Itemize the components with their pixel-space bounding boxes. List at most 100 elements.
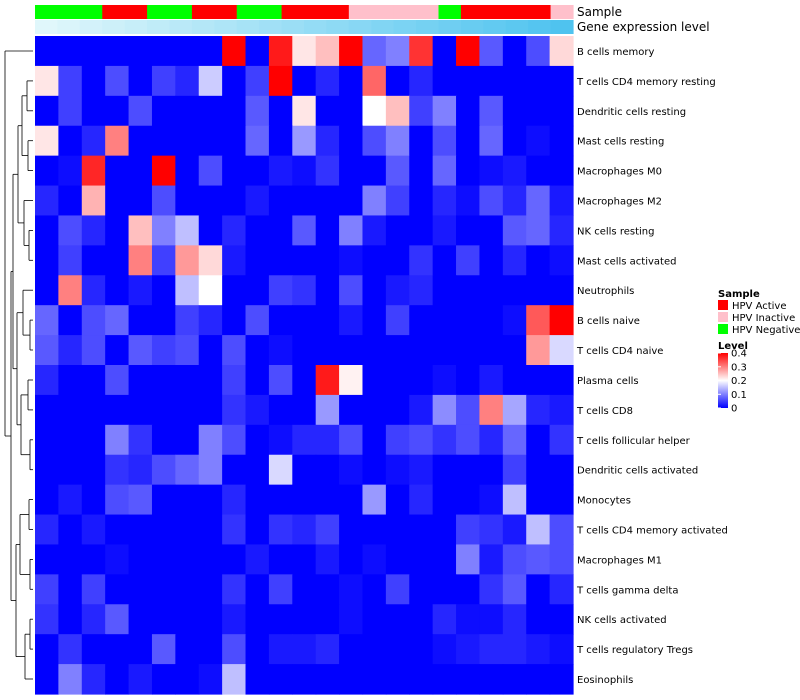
sample-annotation-cell-5 [124, 5, 148, 19]
heatmap-cell-monocytes-20 [479, 484, 504, 516]
heatmap-cell-macrophages-m1-16 [385, 544, 410, 575]
heatmap-cell-b-cells-naive-5 [128, 305, 153, 336]
heatmap-cell-macrophages-m0-13 [315, 155, 340, 187]
colorbar-tick-label: 0.3 [731, 362, 747, 373]
heatmap-cell-neutrophils-10 [245, 275, 270, 306]
heatmap-cell-nk-cells-activated-22 [526, 604, 551, 635]
heatmap-cell-t-cells-regulatory-tregs-20 [479, 634, 504, 665]
heatmap-cell-eosinophils-9 [222, 664, 247, 695]
heatmap-cell-t-cells-regulatory-tregs-18 [432, 634, 457, 665]
heatmap-cell-dendritic-cells-activated-12 [292, 454, 317, 486]
heatmap-cell-dendritic-cells-resting-19 [456, 95, 481, 127]
heatmap-cell-t-cells-gamma-delta-17 [409, 574, 434, 605]
heatmap-cell-t-cells-gamma-delta-15 [362, 574, 387, 605]
heatmap-cell-neutrophils-23 [549, 275, 574, 306]
heatmap-cell-macrophages-m1-6 [151, 544, 176, 575]
heatmap-cell-dendritic-cells-activated-21 [502, 454, 527, 486]
heatmap-cell-dendritic-cells-resting-12 [292, 95, 317, 127]
expression-annotation-cell-6 [147, 20, 171, 34]
row-dendrogram [4, 50, 33, 680]
heatmap-cell-nk-cells-activated-6 [151, 604, 176, 635]
heatmap-cell-t-cells-follicular-helper-4 [105, 424, 130, 456]
heatmap-cell-mast-cells-resting-15 [362, 125, 387, 157]
heatmap-cell-macrophages-m2-4 [105, 185, 130, 217]
heatmap-cell-t-cells-follicular-helper-8 [198, 424, 223, 456]
heatmap-cell-mast-cells-resting-19 [456, 125, 481, 157]
heatmap-cell-t-cells-gamma-delta-5 [128, 574, 153, 605]
heatmap-cell-mast-cells-activated-4 [105, 245, 130, 276]
heatmap-cell-mast-cells-resting-14 [339, 125, 364, 157]
heatmap-cell-mast-cells-activated-21 [502, 245, 527, 276]
heatmap-cell-nk-cells-resting-6 [151, 215, 176, 246]
colorbar-title: Level [718, 341, 748, 352]
heatmap-cell-b-cells-naive-4 [105, 305, 130, 336]
heatmap-cell-t-cells-cd4-memory-resting-19 [456, 65, 481, 97]
heatmap-cell-t-cells-cd4-naive-22 [526, 335, 551, 366]
heatmap-cell-macrophages-m0-10 [245, 155, 270, 187]
heatmap-cell-t-cells-cd8-7 [175, 394, 200, 426]
heatmap-cell-t-cells-cd4-memory-activated-3 [81, 514, 106, 546]
heatmap-cell-neutrophils-5 [128, 275, 153, 306]
sample-annotation-cell-24 [550, 5, 574, 19]
heatmap-cell-b-cells-memory-17 [409, 36, 434, 67]
heatmap-cell-t-cells-gamma-delta-8 [198, 574, 223, 605]
heatmap-cell-b-cells-memory-7 [175, 36, 200, 67]
heatmap-cell-nk-cells-activated-9 [222, 604, 247, 635]
heatmap-cell-t-cells-regulatory-tregs-10 [245, 634, 270, 665]
heatmap-cell-nk-cells-resting-21 [502, 215, 527, 246]
heatmap-cell-nk-cells-resting-8 [198, 215, 223, 246]
heatmap-cell-b-cells-naive-6 [151, 305, 176, 336]
heatmap-cell-t-cells-cd4-memory-activated-18 [432, 514, 457, 546]
heatmap-cell-mast-cells-resting-13 [315, 125, 340, 157]
heatmap-cell-dendritic-cells-activated-17 [409, 454, 434, 486]
heatmap-cell-plasma-cells-4 [105, 365, 130, 396]
heatmap-cell-neutrophils-14 [339, 275, 364, 306]
heatmap-cell-dendritic-cells-resting-4 [105, 95, 130, 127]
heatmap-cell-t-cells-gamma-delta-14 [339, 574, 364, 605]
heatmap-cell-monocytes-22 [526, 484, 551, 516]
row-label-t-cells-gamma-delta: T cells gamma delta [576, 585, 678, 596]
heatmap-cell-b-cells-memory-19 [456, 36, 481, 67]
heatmap-cell-eosinophils-8 [198, 664, 223, 695]
heatmap-cell-t-cells-follicular-helper-16 [385, 424, 410, 456]
row-label-monocytes: Monocytes [577, 496, 631, 507]
heatmap-cell-nk-cells-activated-20 [479, 604, 504, 635]
heatmap-cell-t-cells-follicular-helper-12 [292, 424, 317, 456]
expression-annotation-cell-14 [326, 20, 350, 34]
heatmap-cell-b-cells-naive-11 [268, 305, 293, 336]
heatmap-cell-t-cells-cd8-3 [81, 394, 106, 426]
heatmap-cell-mast-cells-resting-23 [549, 125, 574, 157]
heatmap-cell-dendritic-cells-resting-2 [58, 95, 83, 127]
heatmap-cell-monocytes-8 [198, 484, 223, 516]
heatmap-cell-macrophages-m2-18 [432, 185, 457, 217]
heatmap-cell-macrophages-m1-13 [315, 544, 340, 575]
heatmap-cell-t-cells-cd4-naive-21 [502, 335, 527, 366]
heatmap-cell-macrophages-m1-21 [502, 544, 527, 575]
heatmap-cell-neutrophils-8 [198, 275, 223, 306]
heatmap-cell-plasma-cells-16 [385, 365, 410, 396]
heatmap-cell-mast-cells-resting-9 [222, 125, 247, 157]
heatmap-cell-macrophages-m0-2 [58, 155, 83, 187]
expression-annotation-cell-19 [438, 20, 462, 34]
heatmap-cell-mast-cells-activated-17 [409, 245, 434, 276]
heatmap-cell-neutrophils-22 [526, 275, 551, 306]
heatmap-cell-t-cells-follicular-helper-1 [35, 424, 59, 456]
heatmap-cell-eosinophils-19 [456, 664, 481, 695]
heatmap-cell-t-cells-gamma-delta-16 [385, 574, 410, 605]
heatmap-cell-neutrophils-4 [105, 275, 130, 306]
heatmap-cell-t-cells-cd4-memory-activated-23 [549, 514, 574, 546]
heatmap-cell-dendritic-cells-resting-20 [479, 95, 504, 127]
heatmap-cell-nk-cells-activated-14 [339, 604, 364, 635]
heatmap-cell-eosinophils-11 [268, 664, 293, 695]
heatmap-cell-nk-cells-resting-18 [432, 215, 457, 246]
legend-label: HPV Negative [732, 325, 800, 336]
heatmap-cell-macrophages-m0-19 [456, 155, 481, 187]
heatmap-cell-t-cells-cd4-memory-activated-2 [58, 514, 83, 546]
heatmap-cell-t-cells-cd8-10 [245, 394, 270, 426]
row-label-t-cells-cd4-naive: T cells CD4 naive [576, 346, 663, 357]
colorbar-gradient [718, 353, 728, 408]
expression-annotation-cell-22 [505, 20, 529, 34]
heatmap-cell-t-cells-cd4-memory-activated-12 [292, 514, 317, 546]
heatmap-cell-nk-cells-activated-17 [409, 604, 434, 635]
heatmap-cell-eosinophils-18 [432, 664, 457, 695]
